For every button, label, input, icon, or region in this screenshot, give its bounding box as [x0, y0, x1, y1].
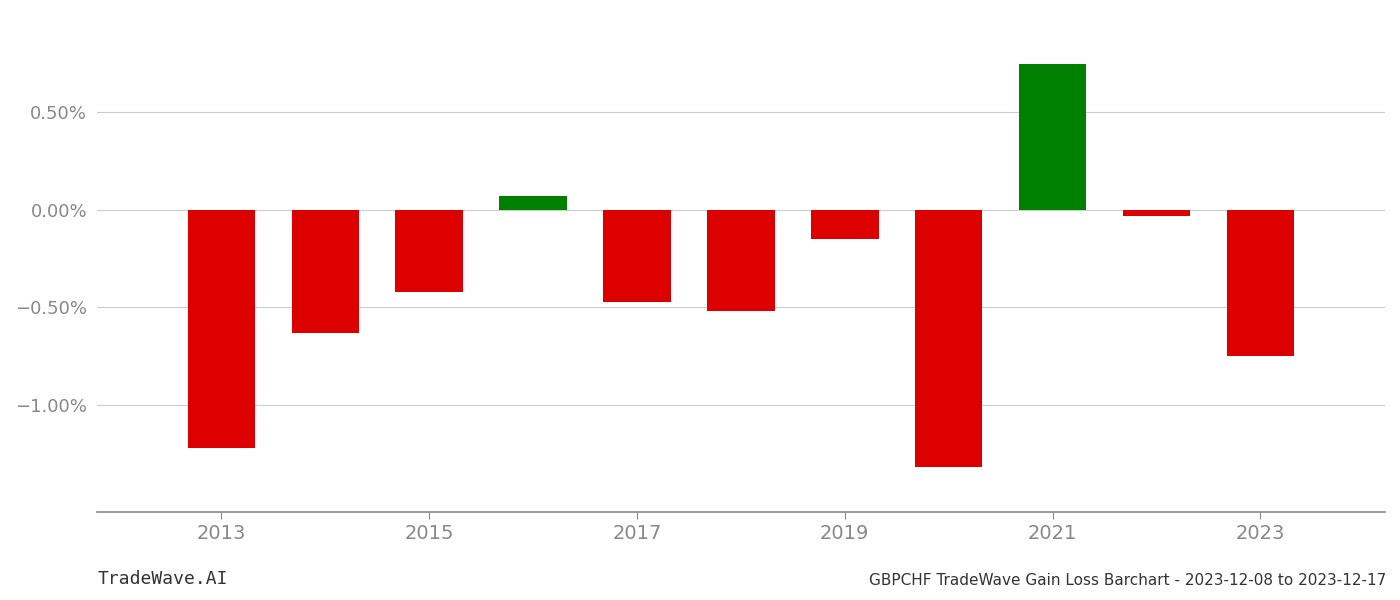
Bar [603, 210, 671, 302]
Bar [707, 210, 774, 311]
Text: GBPCHF TradeWave Gain Loss Barchart - 2023-12-08 to 2023-12-17: GBPCHF TradeWave Gain Loss Barchart - 20… [869, 573, 1386, 588]
Bar [395, 210, 463, 292]
Bar [1123, 210, 1190, 216]
Bar [188, 210, 255, 448]
Bar [1226, 210, 1294, 356]
Bar [1019, 64, 1086, 210]
Text: TradeWave.AI: TradeWave.AI [98, 570, 228, 588]
Bar [914, 210, 983, 467]
Bar [500, 196, 567, 210]
Bar [291, 210, 358, 333]
Bar [811, 210, 879, 239]
